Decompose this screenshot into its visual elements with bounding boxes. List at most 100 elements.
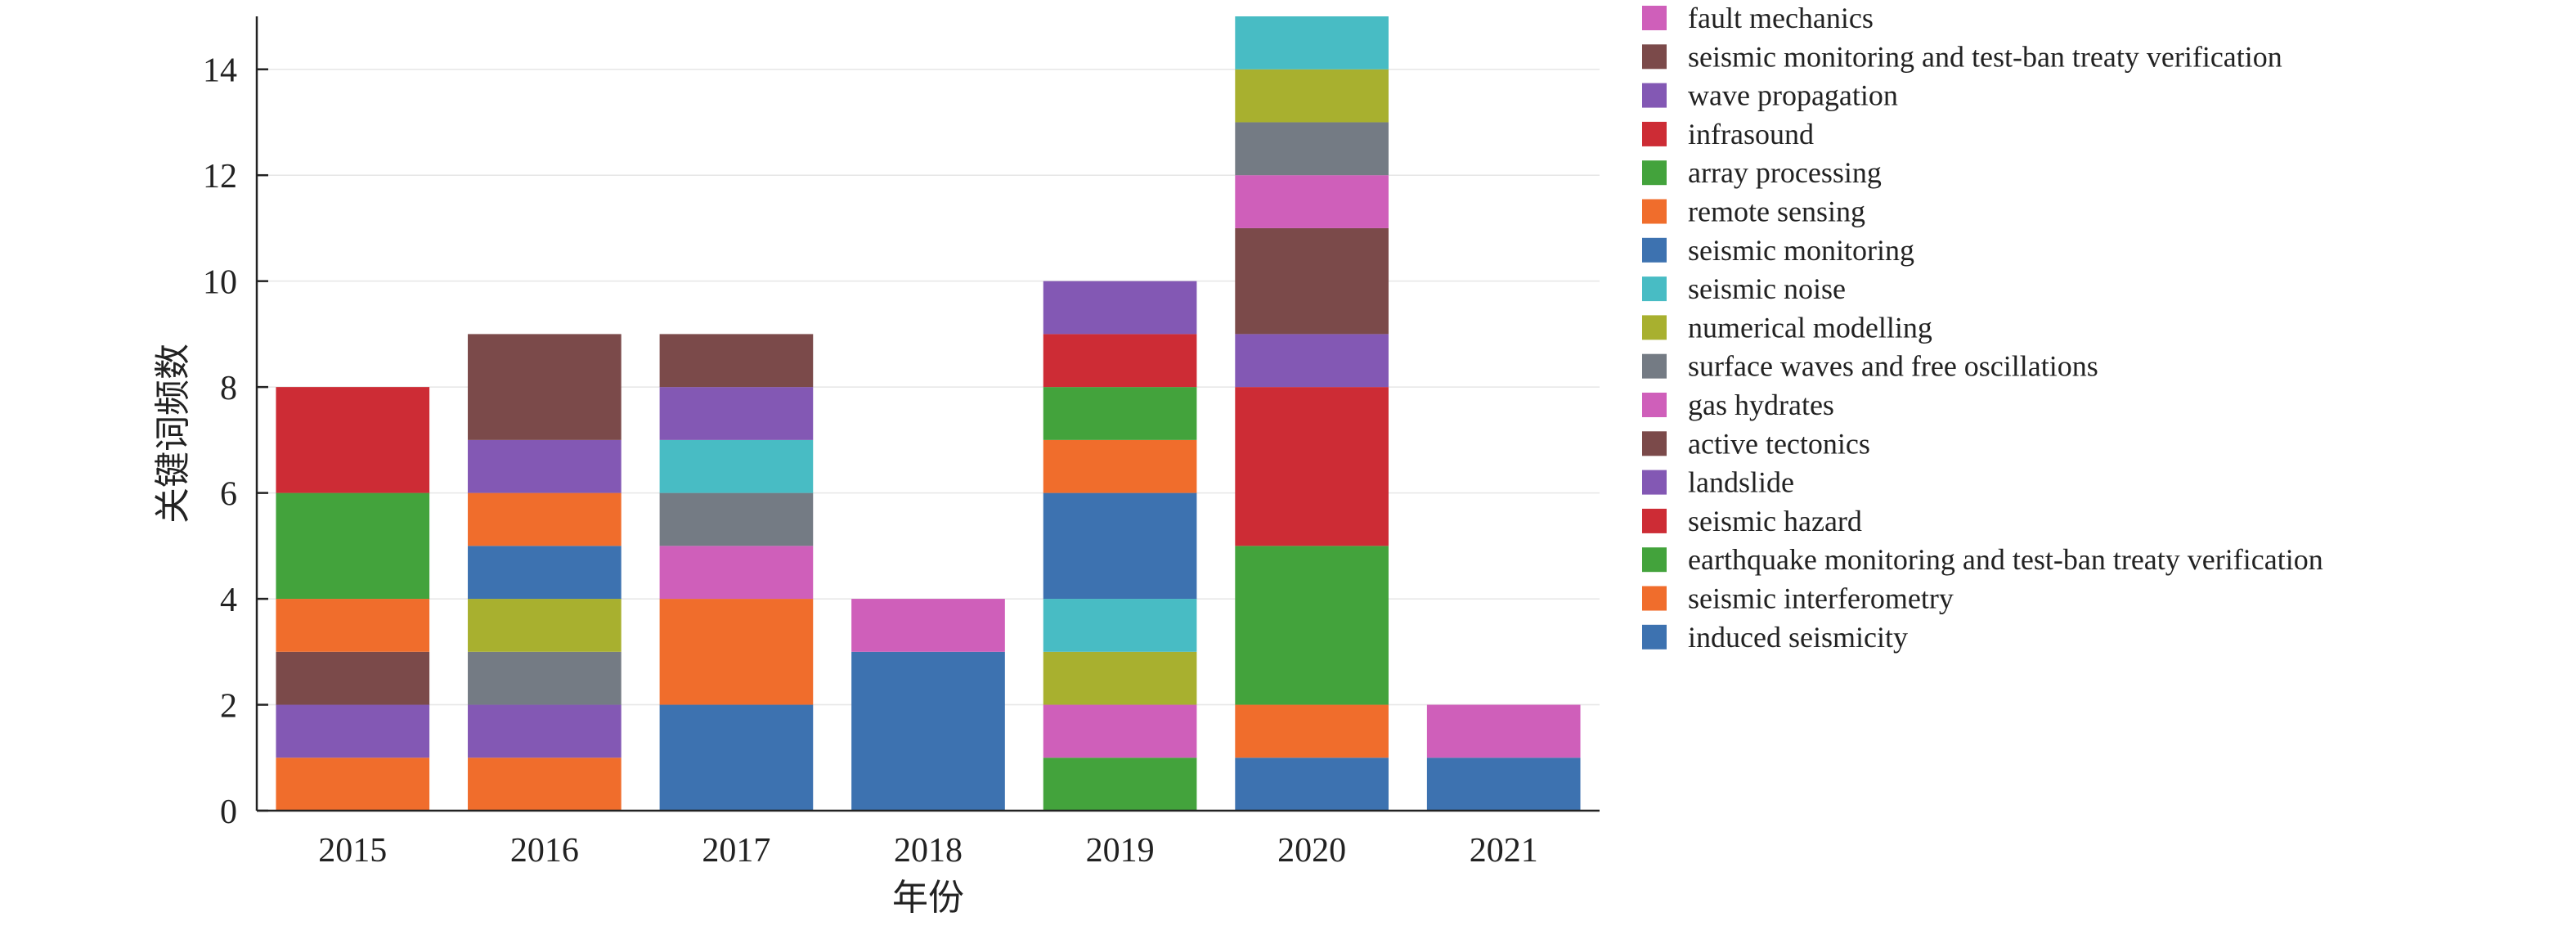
legend-swatch <box>1642 353 1667 379</box>
legend-swatch <box>1642 586 1667 611</box>
legend-item: array processing <box>1642 156 1882 189</box>
legend-label: fault mechanics <box>1688 2 1874 34</box>
legend: fault mechanics seismic monitoring and te… <box>1642 2 2323 654</box>
bar-segment <box>1043 334 1197 388</box>
legend-swatch <box>1642 44 1667 70</box>
bar-segment <box>1235 16 1389 70</box>
bar-segment <box>1235 334 1389 388</box>
x-tick-label: 2015 <box>318 832 387 870</box>
legend-label: earthquake monitoring and test-ban treat… <box>1688 543 2323 576</box>
legend-swatch <box>1642 470 1667 495</box>
y-tick-label: 6 <box>220 476 237 514</box>
bar-segment <box>1043 492 1197 600</box>
y-tick-label: 12 <box>203 158 237 196</box>
legend-label: induced seismicity <box>1688 621 1908 654</box>
bar-segment <box>851 651 1005 811</box>
legend-label: seismic monitoring and test-ban treaty v… <box>1688 40 2282 73</box>
legend-label: seismic hazard <box>1688 505 1862 537</box>
bar-segment <box>468 757 622 811</box>
bar-segment <box>276 757 430 811</box>
x-tick-label: 2016 <box>510 832 579 870</box>
legend-label: active tectonics <box>1688 427 1870 460</box>
bar-segment <box>1235 387 1389 546</box>
legend-label: array processing <box>1688 156 1882 189</box>
bar-segment <box>1043 704 1197 758</box>
bar-segment <box>1043 439 1197 493</box>
y-tick-labels: 0 2 4 6 8 10 12 14 <box>203 52 268 831</box>
legend-label: surface waves and free oscillations <box>1688 350 2098 383</box>
bar-segment <box>1043 599 1197 652</box>
legend-swatch <box>1642 315 1667 340</box>
bar-segment <box>276 387 430 493</box>
legend-item: seismic monitoring and test-ban treaty v… <box>1642 40 2282 73</box>
bar-segment <box>468 651 622 705</box>
y-tick-label: 4 <box>220 582 237 619</box>
legend-label: landslide <box>1688 466 1794 499</box>
bar-segment <box>1043 387 1197 440</box>
bar-segment <box>659 334 814 388</box>
legend-item: surface waves and free oscillations <box>1642 350 2098 383</box>
bar-segment <box>1235 69 1389 123</box>
legend-swatch <box>1642 624 1667 650</box>
legend-label: infrasound <box>1688 118 1814 151</box>
legend-swatch <box>1642 276 1667 302</box>
x-tick-labels: 2015 2016 2017 2018 2019 2020 2021 <box>318 832 1537 870</box>
bar-segment <box>1426 757 1581 811</box>
legend-item: seismic monitoring <box>1642 234 1914 267</box>
legend-swatch <box>1642 508 1667 533</box>
bar-segment <box>276 704 430 758</box>
legend-item: numerical modelling <box>1642 311 1932 344</box>
legend-label: seismic noise <box>1688 272 1846 305</box>
bars <box>276 16 1581 811</box>
bar-segment <box>1235 122 1389 176</box>
bar-segment <box>468 439 622 493</box>
legend-item: earthquake monitoring and test-ban treat… <box>1642 543 2323 576</box>
bar-segment <box>659 599 814 705</box>
legend-label: seismic interferometry <box>1688 582 1954 615</box>
bar-segment <box>1426 704 1581 758</box>
bar-segment <box>468 599 622 652</box>
x-tick-label: 2021 <box>1470 832 1538 870</box>
legend-item: landslide <box>1642 466 1794 499</box>
legend-swatch <box>1642 199 1667 224</box>
legend-swatch <box>1642 431 1667 456</box>
legend-swatch <box>1642 237 1667 263</box>
bar-segment <box>1235 757 1389 811</box>
bar-segment <box>1235 704 1389 758</box>
bar-segment <box>659 387 814 440</box>
bar-segment <box>851 599 1005 652</box>
bar-segment <box>1043 651 1197 705</box>
legend-item: seismic noise <box>1642 272 1846 305</box>
y-tick-label: 14 <box>203 52 237 90</box>
bar-segment <box>1043 281 1197 335</box>
legend-label: numerical modelling <box>1688 311 1932 344</box>
bar-segment <box>659 704 814 811</box>
legend-swatch <box>1642 547 1667 573</box>
legend-item: gas hydrates <box>1642 389 1834 421</box>
bar-segment <box>1235 227 1389 335</box>
x-tick-label: 2019 <box>1086 832 1155 870</box>
legend-item: induced seismicity <box>1642 621 1908 654</box>
bar-segment <box>1235 175 1389 228</box>
legend-item: active tectonics <box>1642 427 1870 460</box>
y-tick-label: 10 <box>203 264 237 302</box>
y-tick-label: 2 <box>220 688 237 726</box>
bar-segment <box>276 492 430 600</box>
bar-segment <box>659 439 814 493</box>
x-axis-label: 年份 <box>892 878 964 918</box>
legend-swatch <box>1642 393 1667 417</box>
legend-swatch <box>1642 6 1667 30</box>
bar-segment <box>468 334 622 440</box>
bar-segment <box>1235 546 1389 705</box>
x-tick-label: 2018 <box>894 832 963 870</box>
legend-swatch <box>1642 83 1667 108</box>
legend-label: wave propagation <box>1688 79 1898 112</box>
bar-segment <box>468 492 622 546</box>
legend-label: remote sensing <box>1688 196 1865 228</box>
bar-segment <box>276 651 430 705</box>
legend-item: seismic hazard <box>1642 505 1862 537</box>
x-tick-label: 2020 <box>1277 832 1346 870</box>
bar-segment <box>1043 757 1197 811</box>
y-tick-label: 0 <box>220 793 237 831</box>
